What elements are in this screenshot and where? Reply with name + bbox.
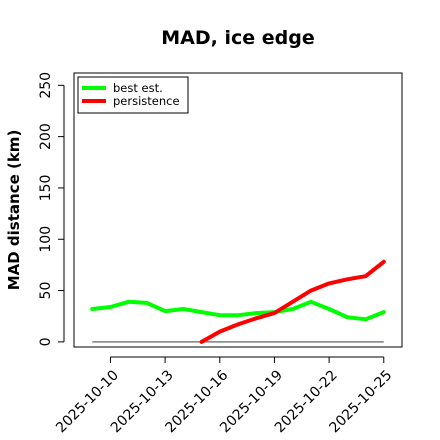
y-tick-label: 250 (38, 72, 54, 99)
x-axis: 2025-10-102025-10-132025-10-162025-10-19… (53, 356, 395, 436)
y-axis: 0 50 100 150 200 250 (38, 72, 65, 346)
legend: best est.persistence (77, 76, 189, 114)
legend-label: best est. (113, 81, 163, 95)
y-tick-label: 200 (38, 123, 54, 150)
plot-frame (73, 72, 403, 348)
y-axis-label: MAD distance (km) (5, 130, 23, 291)
y-tick-label: 50 (38, 282, 54, 300)
y-tick-label: 0 (38, 337, 54, 346)
legend-label: persistence (113, 94, 180, 108)
y-tick-label: 100 (38, 226, 54, 253)
series-group (90, 259, 386, 344)
chart-title: MAD, ice edge (161, 27, 314, 49)
series-line-best-est- (90, 299, 386, 322)
y-tick-label: 150 (38, 175, 54, 202)
legend-box (77, 76, 189, 114)
